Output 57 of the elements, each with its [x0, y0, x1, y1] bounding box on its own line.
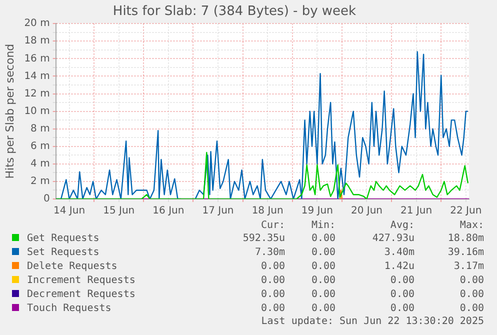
x-tick-label: 17 Jun	[202, 206, 234, 217]
x-tick-label: 16 Jun	[152, 206, 184, 217]
text: Cur:	[260, 220, 286, 232]
text: 0.00	[389, 302, 416, 316]
y-tick-label: 10 m	[24, 106, 50, 117]
text: 0.00	[389, 274, 416, 288]
text: 3.17m	[452, 260, 485, 274]
text: Avg:	[389, 220, 416, 232]
text: 0.00	[310, 274, 337, 288]
legend-label: Set Requests	[27, 247, 100, 258]
text: 0.00	[458, 288, 485, 302]
text: Max:	[458, 220, 485, 232]
y-tick-label: 18 m	[24, 36, 50, 47]
text: Last update: Sun Jun 22 13:30:20 2025	[260, 316, 485, 328]
x-tick-label: 20 Jun	[350, 206, 383, 217]
text: 0.00	[260, 274, 286, 288]
x-tick-label: 21 Jun	[400, 206, 432, 217]
text: 0.00	[260, 302, 286, 316]
y-tick-label: 0	[43, 194, 50, 205]
text: 1.42u	[383, 260, 416, 274]
text: 39.16m	[446, 246, 485, 260]
x-tick-label: 22 Jun	[450, 206, 482, 217]
text: 18.80m	[446, 232, 485, 246]
text: 0.00	[260, 260, 286, 274]
text: 0.00	[389, 288, 416, 302]
y-tick-label: 12 m	[24, 88, 50, 100]
legend-label: Delete Requests	[27, 261, 118, 272]
text: 0.00	[310, 302, 337, 316]
y-tick-label: 16 m	[24, 53, 50, 64]
x-tick-label: 15 Jun	[103, 206, 135, 217]
x-tick-label: 18 Jun	[252, 206, 284, 217]
text: 3.40m	[383, 246, 416, 260]
text: 0.00	[310, 288, 337, 302]
y-tick-label: 6 m	[30, 140, 50, 152]
x-tick-label: 14 Jun	[54, 206, 86, 217]
x-tick-label: 19 Jun	[301, 206, 333, 217]
text: 7.30m	[254, 246, 286, 260]
text: 0.00	[260, 288, 286, 302]
y-tick-label: 2 m	[30, 176, 50, 188]
y-tick-label: 14 m	[24, 70, 50, 82]
text: 592.35u	[242, 232, 286, 246]
y-tick-label: 20 m	[24, 18, 50, 30]
text: 0.00	[458, 302, 485, 316]
text: Min:	[310, 220, 337, 232]
legend-label: Increment Requests	[27, 275, 136, 286]
y-tick-label: 8 m	[30, 123, 50, 134]
legend-label: Decrement Requests	[27, 289, 136, 300]
text: 0.00	[310, 246, 337, 260]
text: 0.00	[458, 274, 485, 288]
text: 427.93u	[371, 232, 416, 246]
chart-title: Hits for Slab: 7 (384 Bytes) - by week	[112, 4, 357, 20]
y-axis-title: Hits per Slab per second	[3, 44, 16, 179]
legend-label: Touch Requests	[27, 303, 112, 314]
y-tick-label: 4 m	[30, 158, 50, 170]
legend-label: Get Requests	[27, 233, 100, 244]
text: 0.00	[310, 232, 337, 246]
text: 0.00	[310, 260, 337, 274]
